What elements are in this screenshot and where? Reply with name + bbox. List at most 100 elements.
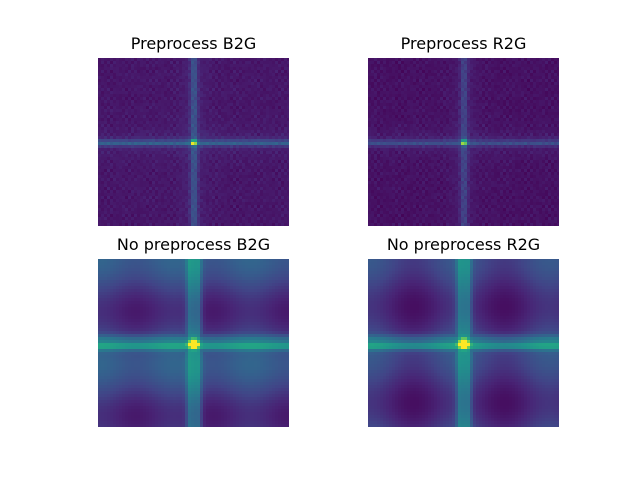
heatmap-cell — [527, 118, 531, 122]
heatmap-cell — [233, 184, 237, 188]
heatmap-cell — [236, 154, 240, 158]
heatmap-cell — [113, 97, 117, 101]
heatmap-cell — [104, 175, 108, 179]
heatmap-cell — [248, 172, 252, 176]
heatmap-cell — [161, 166, 165, 170]
heatmap-cell — [485, 79, 489, 83]
heatmap-cell — [443, 115, 447, 119]
heatmap-cell — [143, 73, 147, 77]
heatmap-cell — [173, 148, 177, 152]
heatmap-cell — [161, 145, 165, 149]
heatmap-cell — [500, 82, 504, 86]
heatmap-cell — [191, 130, 195, 134]
heatmap-cell — [422, 76, 426, 80]
heatmap-cell — [113, 202, 117, 206]
heatmap-cell — [218, 178, 222, 182]
heatmap-cell — [428, 121, 432, 125]
heatmap-cell — [248, 106, 252, 110]
heatmap-cell — [452, 58, 456, 62]
heatmap-cell — [233, 64, 237, 68]
heatmap-cell — [116, 166, 120, 170]
heatmap-cell — [524, 64, 528, 68]
heatmap-cell — [185, 157, 189, 161]
heatmap-cell — [260, 214, 264, 218]
heatmap-cell — [176, 70, 180, 74]
heatmap-cell — [464, 106, 468, 110]
heatmap-cell — [443, 79, 447, 83]
heatmap-cell — [245, 172, 249, 176]
heatmap-cell — [218, 166, 222, 170]
heatmap-cell — [239, 205, 243, 209]
heatmap-cell — [377, 88, 381, 92]
heatmap-cell — [230, 85, 234, 89]
heatmap-cell — [218, 214, 222, 218]
heatmap-cell — [215, 214, 219, 218]
heatmap-cell — [164, 103, 168, 107]
heatmap-cell — [533, 67, 537, 71]
heatmap-cell — [128, 142, 132, 146]
heatmap-cell — [155, 82, 159, 86]
heatmap-cell — [119, 202, 123, 206]
heatmap-cell — [209, 139, 213, 143]
heatmap-cell — [149, 109, 153, 113]
heatmap-cell — [137, 136, 141, 140]
heatmap-cell — [497, 100, 501, 104]
heatmap-cell — [368, 73, 372, 77]
heatmap-cell — [230, 157, 234, 161]
heatmap-cell — [215, 145, 219, 149]
heatmap-cell — [161, 136, 165, 140]
heatmap-cell — [221, 166, 225, 170]
heatmap-cell — [161, 100, 165, 104]
heatmap-cell — [404, 58, 408, 62]
heatmap-cell — [266, 112, 270, 116]
heatmap-cell — [197, 109, 201, 113]
heatmap-cell — [218, 109, 222, 113]
heatmap-cell — [131, 220, 135, 224]
heatmap-cell — [464, 58, 468, 62]
heatmap-cell — [287, 223, 289, 226]
heatmap-cell — [227, 151, 231, 155]
heatmap-cell — [164, 139, 168, 143]
heatmap-cell — [236, 148, 240, 152]
heatmap-cell — [248, 85, 252, 89]
heatmap-cell — [509, 64, 513, 68]
heatmap-cell — [206, 100, 210, 104]
heatmap-cell — [251, 67, 255, 71]
heatmap-cell — [176, 88, 180, 92]
heatmap-cell — [407, 121, 411, 125]
heatmap-cell — [206, 97, 210, 101]
heatmap-cell — [143, 172, 147, 176]
heatmap-cell — [470, 100, 474, 104]
heatmap-cell — [179, 127, 183, 131]
heatmap-cell — [197, 160, 201, 164]
heatmap-cell — [212, 61, 216, 65]
heatmap-cell — [167, 82, 171, 86]
heatmap-cell — [110, 193, 114, 197]
heatmap-cell — [122, 103, 126, 107]
heatmap-cell — [257, 160, 261, 164]
heatmap-cell — [521, 118, 525, 122]
heatmap-cell — [143, 160, 147, 164]
heatmap-cell — [104, 220, 108, 224]
heatmap-cell — [173, 208, 177, 212]
heatmap-cell — [176, 190, 180, 194]
heatmap-cell — [263, 106, 267, 110]
heatmap-cell — [122, 124, 126, 128]
heatmap-cell — [506, 94, 510, 98]
heatmap-cell — [272, 214, 276, 218]
heatmap-cell — [284, 166, 288, 170]
heatmap-cell — [173, 193, 177, 197]
heatmap-cell — [116, 67, 120, 71]
heatmap-cell — [122, 217, 126, 221]
heatmap-cell — [248, 208, 252, 212]
heatmap-cell — [434, 121, 438, 125]
heatmap-cell — [266, 208, 270, 212]
heatmap-cell — [110, 97, 114, 101]
heatmap-cell — [500, 106, 504, 110]
heatmap-cell — [170, 208, 174, 212]
heatmap-cell — [257, 133, 261, 137]
heatmap-cell — [134, 142, 138, 146]
heatmap-cell — [119, 103, 123, 107]
heatmap-cell — [434, 106, 438, 110]
heatmap-cell — [134, 127, 138, 131]
